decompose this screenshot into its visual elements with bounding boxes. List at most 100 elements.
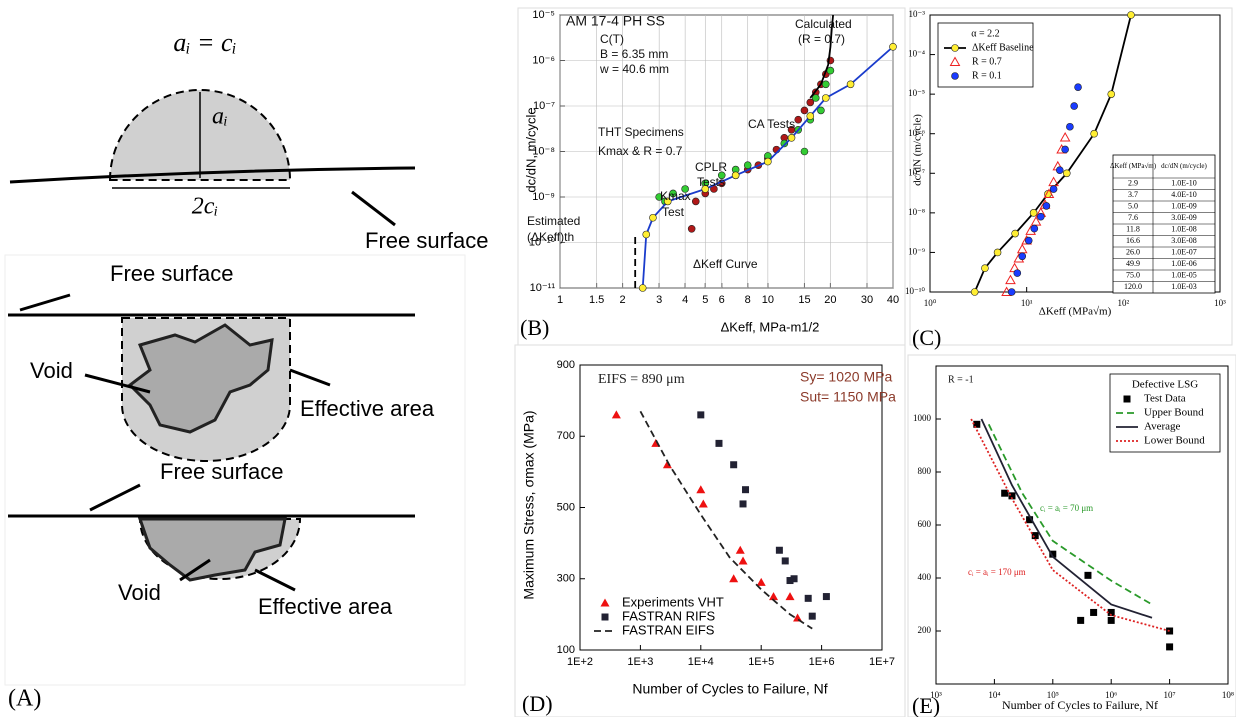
- y-axis-label: dc/dN, m/cycle: [523, 107, 538, 192]
- table-cell: 4.0E-10: [1171, 190, 1197, 199]
- x-tick-label: 10⁴: [988, 690, 1000, 700]
- marker: [638, 284, 647, 292]
- marker: [1061, 145, 1069, 154]
- x-tick-label: 3: [656, 294, 662, 306]
- marker: [1107, 90, 1116, 98]
- marker: [821, 80, 830, 89]
- marker: [663, 197, 672, 206]
- x-tick-label: 30: [861, 294, 873, 306]
- annotation: AM 17-4 PH SS: [566, 13, 665, 29]
- annotation: (R = 0.7): [798, 32, 845, 46]
- marker: [821, 94, 830, 102]
- marker: [1042, 202, 1051, 210]
- pointer-arrow: [289, 368, 331, 387]
- x-tick-label: 10²: [1117, 298, 1129, 308]
- marker: [780, 139, 789, 148]
- x-tick-label: 1E+2: [567, 656, 593, 668]
- x-tick-label: 10³: [1214, 298, 1226, 308]
- marker: [804, 594, 812, 602]
- marker: [993, 248, 1002, 257]
- annotation: CA Tests: [748, 117, 795, 131]
- marker: [1059, 132, 1071, 142]
- legend-label: R = 0.7: [972, 56, 1002, 67]
- table-cell: 1.0E-06: [1171, 259, 1197, 268]
- marker: [981, 264, 989, 272]
- pointer-arrow: [179, 558, 211, 582]
- marker: [806, 98, 815, 107]
- legend-title: Defective LSG: [1132, 379, 1198, 391]
- marker: [793, 613, 803, 622]
- marker: [785, 592, 795, 601]
- series-line: [973, 14, 1132, 293]
- x-tick-label: 5: [702, 294, 708, 306]
- annotation: C(T): [600, 32, 624, 46]
- table-header: ΔKeff (MPa√m): [1110, 162, 1157, 170]
- marker: [743, 161, 752, 169]
- surface-label: Free surface: [110, 261, 234, 286]
- pointer-arrow: [254, 568, 296, 592]
- panel-frame: [514, 344, 906, 717]
- marker: [1074, 83, 1082, 91]
- y-tick-label: 900: [557, 359, 575, 371]
- surface-label: Free surface: [365, 228, 489, 253]
- panel-frame: [909, 7, 1233, 346]
- legend-swatch: [951, 44, 959, 52]
- legend-label: Test Data: [1144, 393, 1186, 405]
- legend-label: Upper Bound: [1144, 407, 1204, 419]
- marker: [1066, 122, 1074, 131]
- marker: [1090, 608, 1098, 616]
- series-line: [987, 423, 1153, 606]
- marker: [729, 574, 739, 583]
- x-tick-label: 10⁷: [1164, 690, 1176, 700]
- y-tick-label: 10⁻¹⁰: [529, 236, 556, 248]
- void-label: Void: [30, 358, 73, 383]
- marker: [846, 80, 855, 89]
- legend-swatch: [600, 598, 610, 607]
- annotation: Test: [662, 205, 685, 219]
- annotation: EIFS = 890 μm: [598, 372, 685, 387]
- marker: [817, 106, 825, 115]
- marker: [1026, 516, 1034, 524]
- x-tick-label: 10¹: [1021, 298, 1033, 308]
- x-tick-label: 10⁵: [1047, 690, 1059, 700]
- table-cell: 49.9: [1126, 259, 1140, 268]
- panel-frame: [907, 354, 1236, 717]
- x-tick-label: 1.5: [589, 294, 604, 306]
- marker: [764, 157, 772, 166]
- marker: [800, 147, 809, 156]
- marker: [1029, 209, 1038, 217]
- x-tick-label: 2: [620, 294, 626, 306]
- y-tick-label: 10⁻⁸: [908, 207, 925, 217]
- marker: [822, 593, 830, 601]
- depth-label: aᵢ: [212, 104, 228, 130]
- y-tick-label: 10⁻³: [909, 9, 926, 19]
- marker: [1011, 229, 1019, 238]
- marker: [1107, 608, 1115, 616]
- annotation: ΔKeff Curve: [693, 257, 758, 271]
- marker: [1007, 288, 1016, 296]
- legend-label: Experiments VHT: [622, 594, 724, 609]
- annotation: (ΔKeff)th: [527, 230, 574, 244]
- width-label: 2cᵢ: [192, 194, 218, 220]
- annotation: R = -1: [948, 374, 974, 385]
- marker: [1070, 102, 1078, 110]
- annotation: THT Specimens: [598, 125, 684, 139]
- legend-label: Lower Bound: [1144, 435, 1205, 447]
- x-tick-label: 20: [824, 294, 836, 306]
- table-cell: 1.0E-07: [1171, 248, 1197, 257]
- marker: [1090, 129, 1098, 138]
- table-cell: 5.0: [1128, 202, 1138, 211]
- y-tick-label: 10⁻¹¹: [530, 282, 556, 294]
- lower-frame: [4, 254, 466, 686]
- legend-label: FASTRAN RIFS: [622, 608, 716, 623]
- marker: [715, 439, 723, 447]
- marker: [786, 577, 794, 585]
- table-header: dc/dN (m/cycle): [1161, 162, 1207, 170]
- x-tick-label: 1E+7: [869, 656, 895, 668]
- panel-label: (D): [522, 691, 553, 716]
- annotation: w = 40.6 mm: [599, 62, 669, 76]
- marker: [611, 410, 621, 419]
- pointer-arrow: [84, 373, 151, 394]
- x-tick-label: 4: [682, 294, 688, 306]
